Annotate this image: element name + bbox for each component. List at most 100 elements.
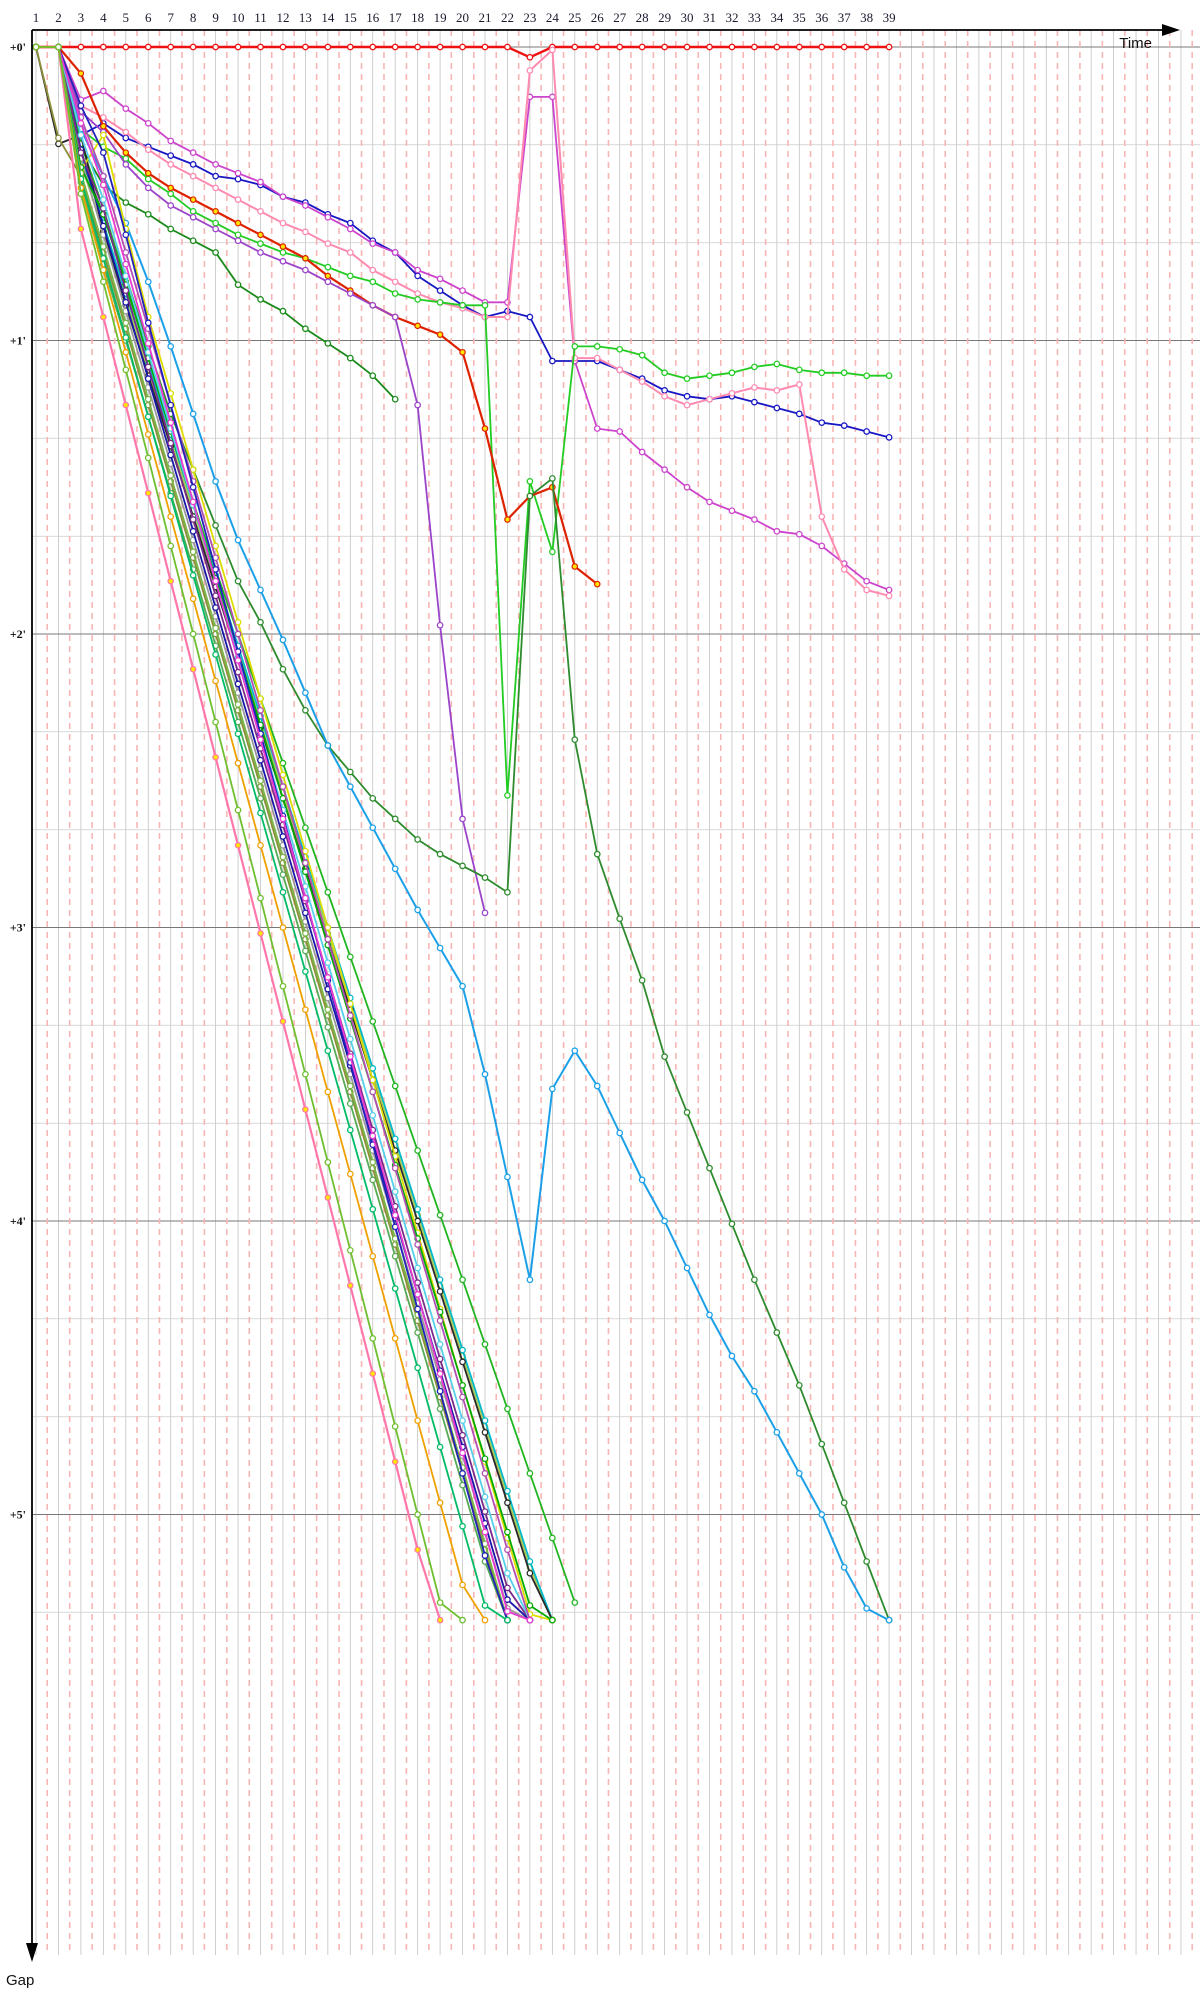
data-point-marker[interactable] (55, 134, 62, 142)
data-point-marker[interactable] (548, 548, 556, 556)
data-point-marker[interactable] (234, 701, 242, 708)
data-point-marker[interactable] (279, 888, 287, 896)
data-point-marker[interactable] (436, 1616, 444, 1624)
data-point-marker[interactable] (795, 1382, 803, 1389)
data-point-marker[interactable] (751, 516, 758, 523)
data-point-marker[interactable] (706, 498, 713, 506)
data-point-marker[interactable] (436, 331, 444, 338)
data-point-marker[interactable] (459, 1616, 466, 1624)
data-point-marker[interactable] (212, 542, 219, 550)
data-point-marker[interactable] (122, 287, 130, 294)
data-point-marker[interactable] (526, 1558, 534, 1565)
data-point-marker[interactable] (571, 343, 579, 350)
data-point-marker[interactable] (100, 149, 107, 157)
data-point-marker[interactable] (459, 1393, 466, 1401)
data-point-marker[interactable] (189, 172, 197, 180)
data-point-marker[interactable] (459, 301, 466, 309)
data-point-marker[interactable] (324, 1194, 332, 1201)
data-point-marker[interactable] (481, 43, 489, 51)
data-point-marker[interactable] (638, 1176, 646, 1184)
data-point-marker[interactable] (526, 67, 534, 74)
data-point-marker[interactable] (571, 563, 579, 570)
data-point-marker[interactable] (818, 1511, 826, 1518)
data-point-marker[interactable] (885, 586, 893, 594)
data-point-marker[interactable] (481, 1417, 489, 1424)
data-point-marker[interactable] (302, 325, 309, 333)
data-point-marker[interactable] (167, 343, 175, 350)
data-point-marker[interactable] (279, 665, 287, 673)
data-point-marker[interactable] (414, 1217, 421, 1225)
data-point-marker[interactable] (167, 577, 175, 585)
data-point-marker[interactable] (728, 1220, 736, 1228)
data-point-marker[interactable] (257, 586, 264, 594)
data-point-marker[interactable] (302, 43, 309, 51)
data-point-marker[interactable] (369, 1158, 377, 1166)
data-point-marker[interactable] (526, 492, 534, 500)
data-point-marker[interactable] (257, 894, 264, 902)
data-point-marker[interactable] (414, 266, 421, 274)
data-point-marker[interactable] (661, 387, 668, 394)
data-point-marker[interactable] (459, 1417, 466, 1424)
data-point-marker[interactable] (212, 225, 219, 233)
data-point-marker[interactable] (593, 850, 601, 858)
data-point-marker[interactable] (773, 1428, 781, 1436)
data-point-marker[interactable] (436, 621, 444, 629)
data-point-marker[interactable] (212, 718, 219, 726)
data-point-marker[interactable] (122, 231, 130, 239)
data-point-marker[interactable] (257, 736, 264, 744)
data-point-marker[interactable] (840, 422, 848, 429)
data-point-marker[interactable] (436, 944, 444, 952)
data-point-marker[interactable] (459, 1470, 466, 1477)
data-point-marker[interactable] (302, 859, 309, 867)
data-point-marker[interactable] (346, 354, 354, 362)
data-point-marker[interactable] (773, 360, 781, 368)
data-point-marker[interactable] (167, 137, 175, 145)
data-point-marker[interactable] (436, 1340, 444, 1348)
data-point-marker[interactable] (548, 475, 556, 482)
data-point-marker[interactable] (346, 1053, 354, 1060)
data-point-marker[interactable] (212, 161, 219, 168)
data-point-marker[interactable] (212, 604, 219, 611)
data-point-marker[interactable] (414, 1264, 421, 1272)
data-point-marker[interactable] (414, 1511, 421, 1518)
data-point-marker[interactable] (324, 1023, 332, 1031)
data-point-marker[interactable] (414, 1364, 421, 1372)
data-point-marker[interactable] (324, 935, 332, 943)
data-point-marker[interactable] (302, 255, 309, 262)
data-point-marker[interactable] (144, 431, 152, 438)
data-point-marker[interactable] (391, 1211, 399, 1219)
data-point-marker[interactable] (212, 184, 219, 192)
data-point-marker[interactable] (414, 1417, 421, 1424)
data-point-marker[interactable] (100, 196, 107, 203)
data-point-marker[interactable] (302, 947, 309, 955)
data-point-marker[interactable] (279, 771, 287, 779)
data-point-marker[interactable] (459, 1522, 466, 1530)
data-point-marker[interactable] (189, 237, 197, 245)
data-point-marker[interactable] (302, 1106, 309, 1113)
data-point-marker[interactable] (481, 1508, 489, 1515)
data-point-marker[interactable] (279, 795, 287, 802)
data-point-marker[interactable] (414, 1147, 421, 1154)
data-point-marker[interactable] (414, 322, 421, 330)
data-point-marker[interactable] (279, 815, 287, 823)
series-rider-30[interactable] (32, 43, 466, 1624)
data-point-marker[interactable] (167, 225, 175, 233)
data-point-marker[interactable] (706, 395, 713, 403)
data-point-marker[interactable] (324, 888, 332, 896)
data-point-marker[interactable] (661, 43, 668, 51)
data-point-marker[interactable] (436, 1599, 444, 1606)
data-point-marker[interactable] (436, 850, 444, 858)
data-point-marker[interactable] (683, 401, 691, 409)
data-point-marker[interactable] (302, 202, 309, 209)
data-point-marker[interactable] (346, 768, 354, 776)
data-point-marker[interactable] (234, 536, 242, 544)
data-point-marker[interactable] (391, 1082, 399, 1090)
data-point-marker[interactable] (436, 1211, 444, 1219)
data-point-marker[interactable] (324, 1088, 332, 1096)
data-point-marker[interactable] (100, 43, 107, 51)
data-point-marker[interactable] (481, 1455, 489, 1463)
data-point-marker[interactable] (324, 924, 332, 931)
data-point-marker[interactable] (279, 833, 287, 840)
data-point-marker[interactable] (481, 1552, 489, 1559)
data-point-marker[interactable] (257, 208, 264, 215)
